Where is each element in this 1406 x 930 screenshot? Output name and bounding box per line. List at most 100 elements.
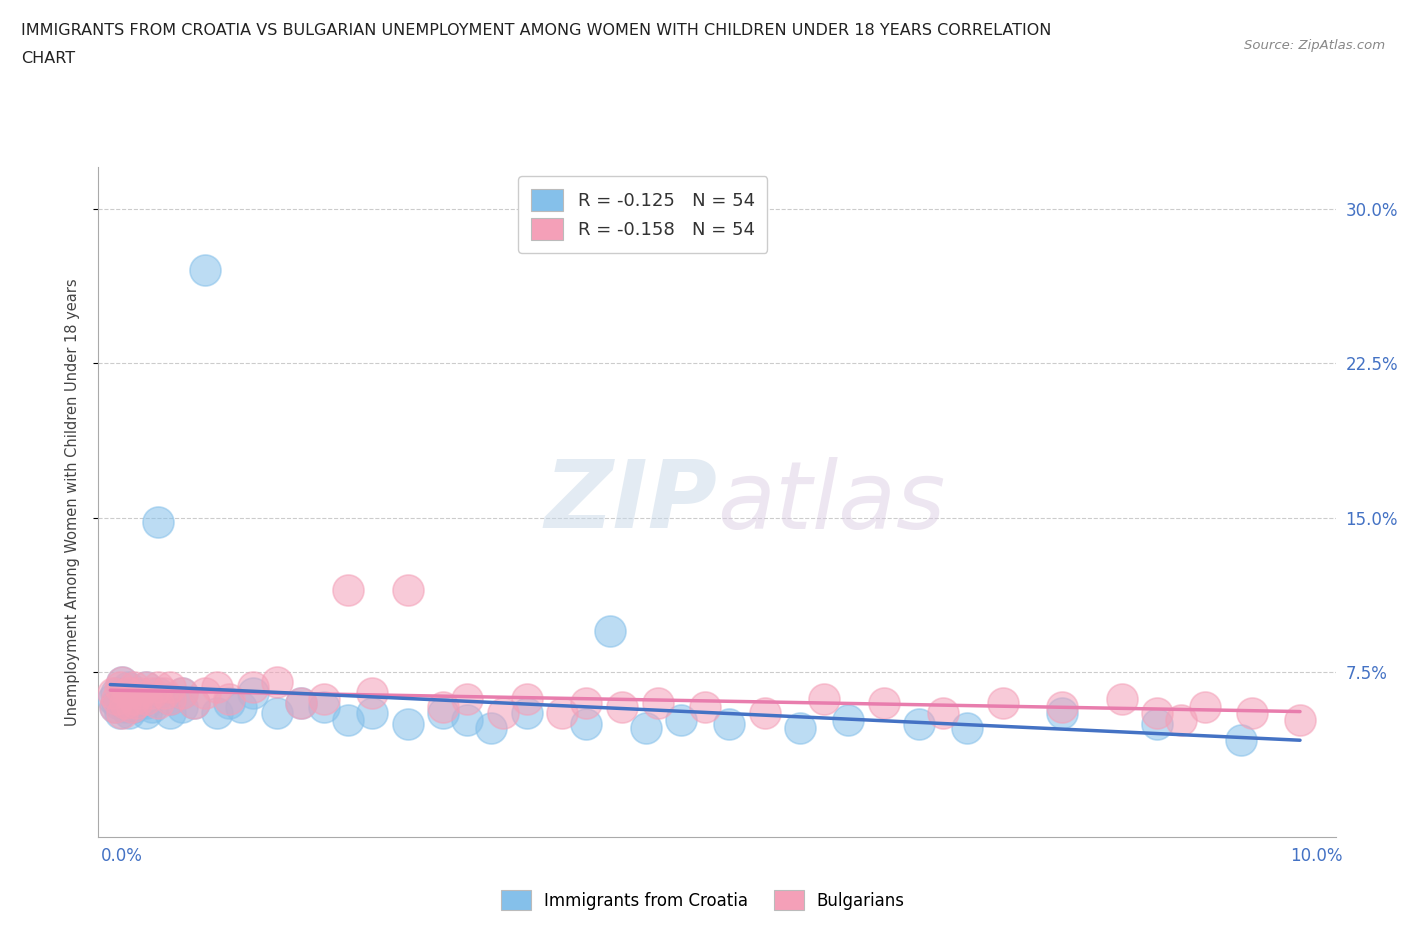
Point [337, 582, 360, 597]
Point [872, 696, 894, 711]
Point [207, 706, 229, 721]
Point [108, 679, 131, 694]
Point [141, 699, 163, 714]
Point [101, 692, 124, 707]
Point [125, 692, 148, 707]
Point [242, 685, 264, 700]
Point [141, 685, 163, 700]
Point [1194, 699, 1216, 714]
Text: Source: ZipAtlas.com: Source: ZipAtlas.com [1244, 39, 1385, 52]
Point [813, 692, 835, 707]
Point [101, 685, 124, 700]
Point [432, 706, 454, 721]
Point [492, 706, 515, 721]
Point [432, 699, 454, 714]
Point [575, 716, 598, 731]
Point [551, 706, 574, 721]
Point [135, 692, 157, 707]
Point [290, 696, 312, 711]
Point [170, 685, 193, 700]
Point [104, 699, 127, 714]
Point [111, 675, 134, 690]
Point [111, 685, 134, 700]
Point [932, 706, 955, 721]
Point [610, 699, 633, 714]
Point [516, 706, 538, 721]
Text: CHART: CHART [21, 51, 75, 66]
Point [634, 721, 657, 736]
Point [361, 706, 384, 721]
Point [754, 706, 776, 721]
Point [695, 699, 717, 714]
Point [1050, 699, 1073, 714]
Point [1050, 706, 1073, 721]
Point [207, 679, 229, 694]
Point [908, 716, 931, 731]
Point [117, 679, 139, 694]
Point [479, 721, 502, 736]
Text: atlas: atlas [717, 457, 945, 548]
Point [107, 692, 129, 707]
Point [159, 706, 181, 721]
Point [122, 699, 145, 714]
Text: ZIP: ZIP [544, 457, 717, 548]
Point [599, 623, 621, 638]
Point [218, 692, 240, 707]
Point [146, 514, 169, 529]
Point [717, 716, 740, 731]
Point [956, 721, 979, 736]
Point [117, 685, 139, 700]
Text: IMMIGRANTS FROM CROATIA VS BULGARIAN UNEMPLOYMENT AMONG WOMEN WITH CHILDREN UNDE: IMMIGRANTS FROM CROATIA VS BULGARIAN UNE… [21, 23, 1052, 38]
Point [146, 679, 169, 694]
Point [314, 692, 336, 707]
Point [456, 712, 478, 727]
Point [575, 696, 598, 711]
Point [122, 685, 145, 700]
Point [1146, 716, 1168, 731]
Point [159, 692, 181, 707]
Point [789, 721, 811, 736]
Point [231, 699, 253, 714]
Point [118, 706, 141, 721]
Point [183, 696, 205, 711]
Point [114, 696, 136, 711]
Point [516, 692, 538, 707]
Point [396, 716, 419, 731]
Point [135, 679, 157, 694]
Point [111, 675, 134, 690]
Point [135, 679, 157, 694]
Point [115, 692, 138, 707]
Point [135, 696, 157, 711]
Point [104, 699, 127, 714]
Point [159, 692, 181, 707]
Point [647, 696, 669, 711]
Point [129, 685, 152, 700]
Point [1289, 712, 1312, 727]
Point [135, 706, 157, 721]
Point [1170, 712, 1192, 727]
Point [125, 696, 148, 711]
Point [170, 685, 193, 700]
Point [146, 696, 169, 711]
Point [121, 699, 143, 714]
Point [105, 685, 128, 700]
Text: 10.0%: 10.0% [1291, 846, 1343, 865]
Point [242, 679, 264, 694]
Legend: Immigrants from Croatia, Bulgarians: Immigrants from Croatia, Bulgarians [495, 884, 911, 917]
Point [266, 675, 288, 690]
Point [114, 699, 136, 714]
Point [108, 706, 131, 721]
Point [146, 685, 169, 700]
Point [314, 699, 336, 714]
Point [122, 679, 145, 694]
Point [1229, 733, 1251, 748]
Y-axis label: Unemployment Among Women with Children Under 18 years: Unemployment Among Women with Children U… [65, 278, 80, 726]
Point [111, 706, 134, 721]
Point [456, 692, 478, 707]
Point [170, 699, 193, 714]
Point [991, 696, 1014, 711]
Point [121, 696, 143, 711]
Point [153, 685, 176, 700]
Point [837, 712, 859, 727]
Point [218, 696, 240, 711]
